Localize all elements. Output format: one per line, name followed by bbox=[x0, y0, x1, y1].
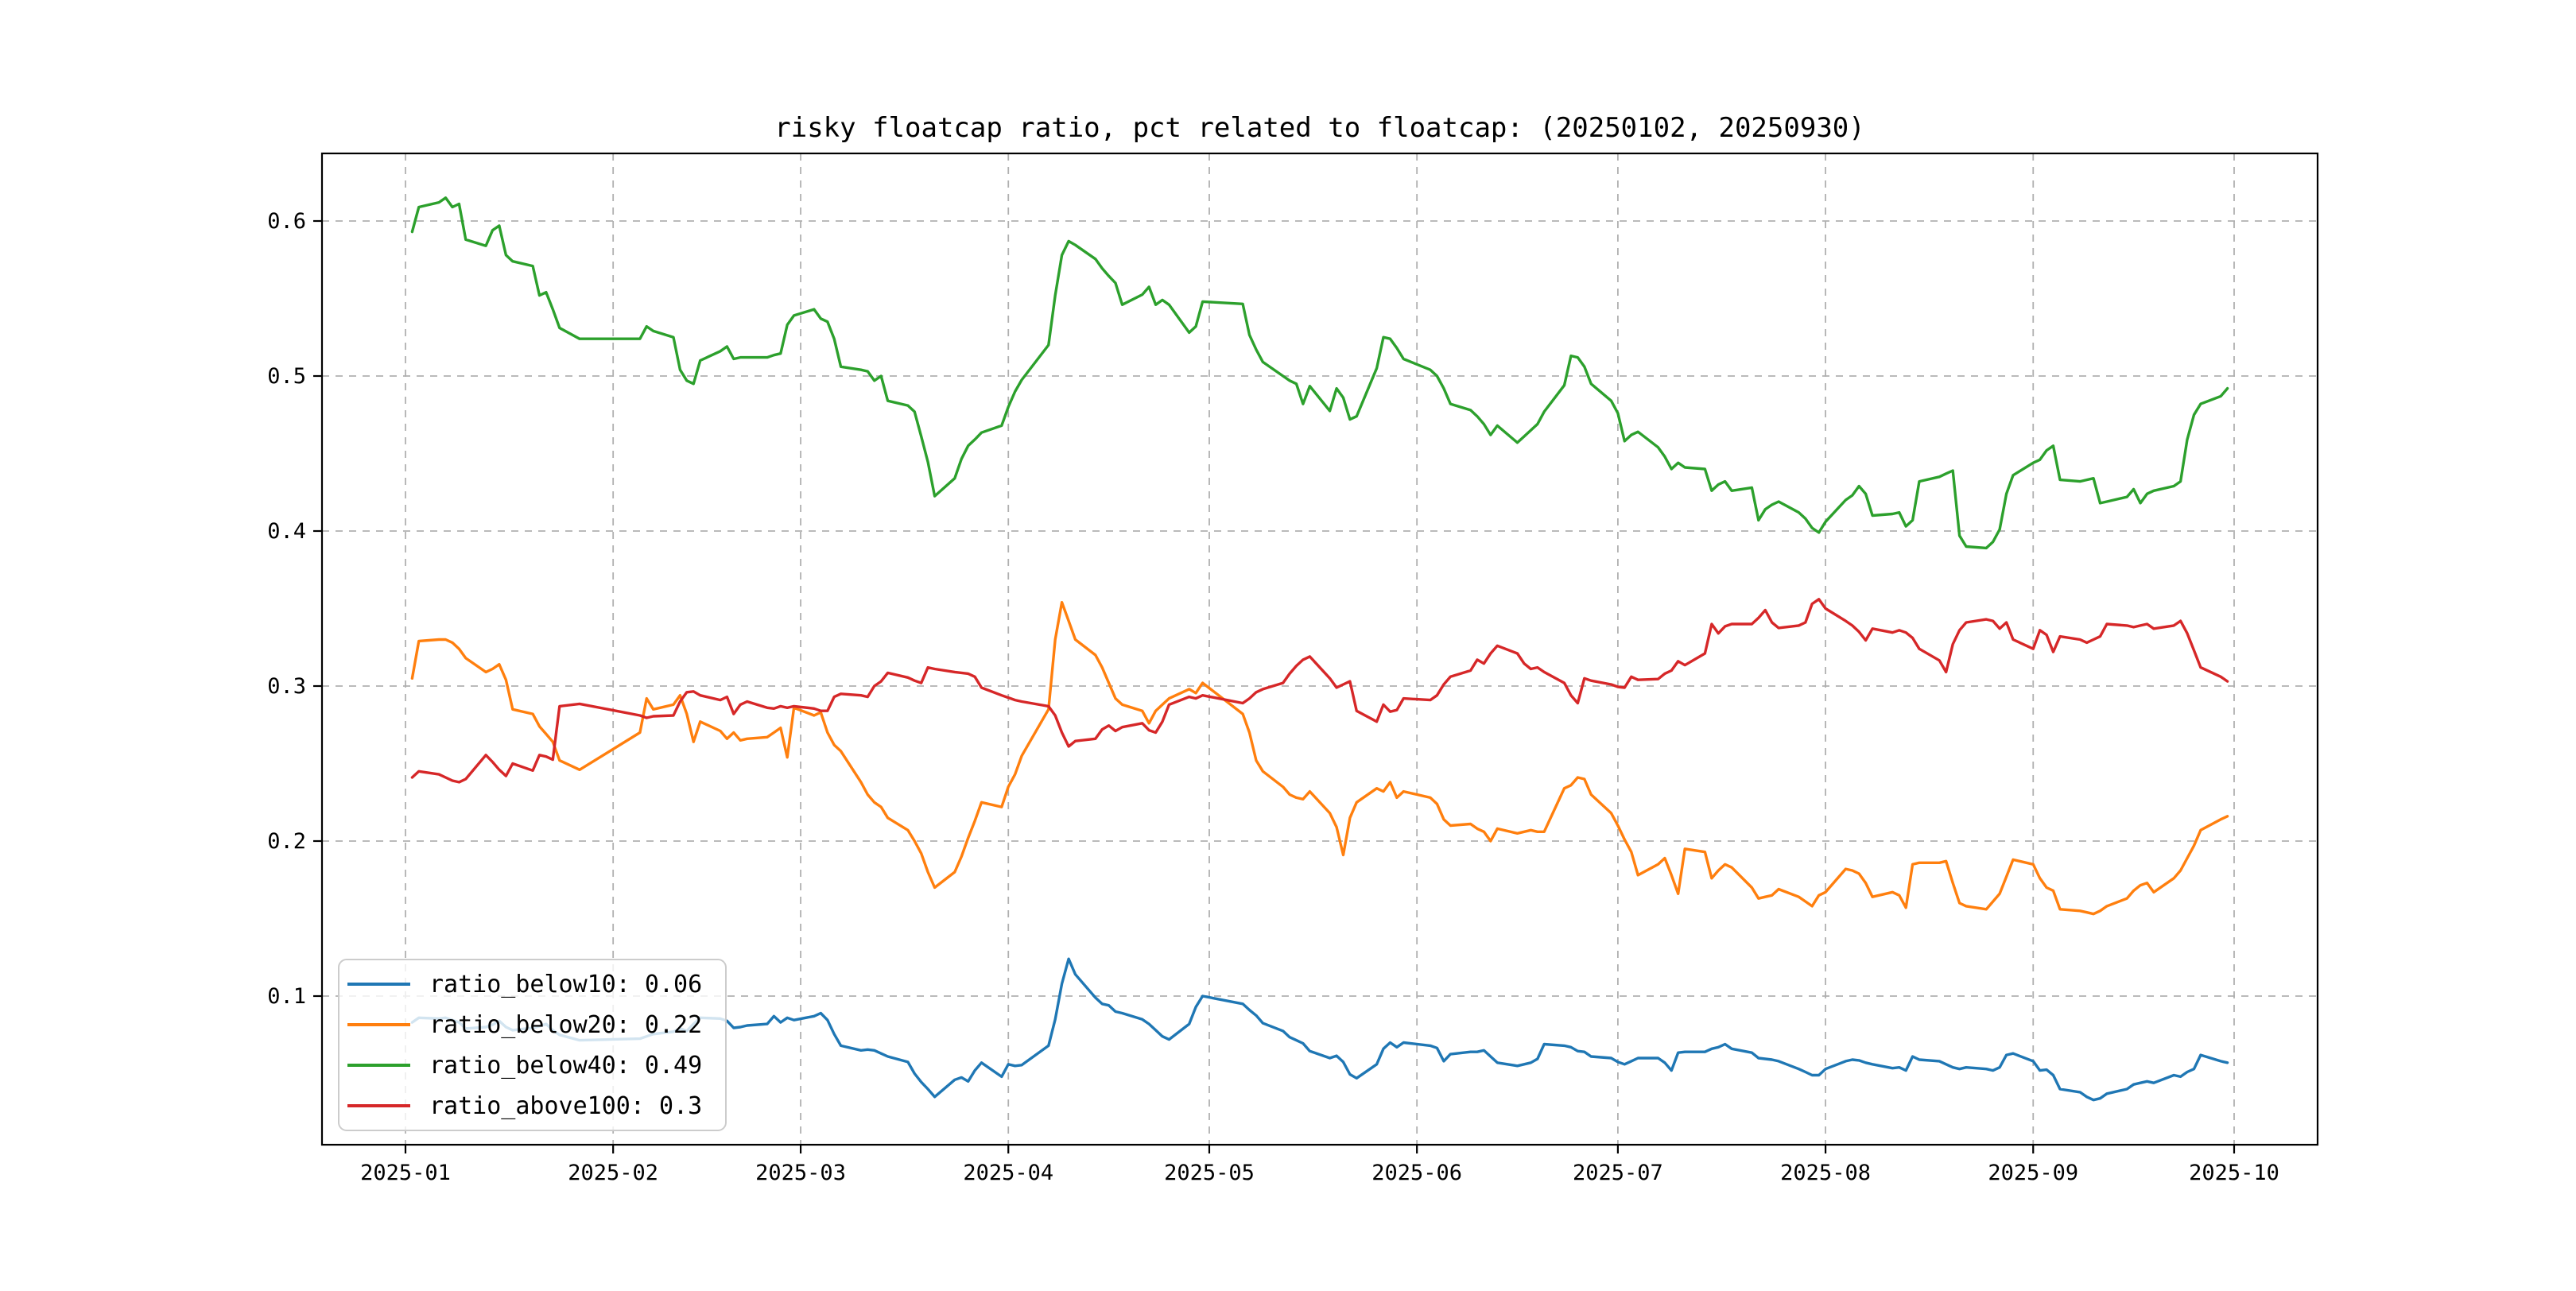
tick-label-layer: 2025-01 2025-02 2025-03 2025-04 2025-05 2025-… bbox=[267, 209, 2279, 1185]
x-tick-label: 2025-10 bbox=[2189, 1161, 2279, 1185]
y-tick-label: 0.2 bbox=[267, 829, 306, 854]
series-line-ratio_below10 bbox=[410, 957, 2229, 1102]
legend-box bbox=[338, 959, 727, 1131]
x-tick-label: 2025-02 bbox=[568, 1161, 658, 1185]
x-tick-label: 2025-05 bbox=[1164, 1161, 1255, 1185]
x-tick-label: 2025-01 bbox=[360, 1161, 451, 1185]
series-line-ratio_above100 bbox=[410, 598, 2229, 784]
legend-label-ratio-below40: ratio_below40: 0.49 bbox=[429, 1052, 702, 1080]
x-tick-label: 2025-03 bbox=[755, 1161, 846, 1185]
x-tick-label: 2025-06 bbox=[1371, 1161, 1462, 1185]
axes-layer bbox=[313, 152, 2319, 1153]
y-tick-label: 0.5 bbox=[267, 364, 306, 389]
x-tick-label: 2025-07 bbox=[1573, 1161, 1663, 1185]
plot-border bbox=[320, 152, 2319, 1146]
y-tick-label: 0.1 bbox=[267, 984, 306, 1009]
x-tick-label: 2025-04 bbox=[963, 1161, 1053, 1185]
series-line-ratio_below40 bbox=[410, 196, 2229, 550]
legend: ratio_below10: 0.06 ratio_below20: 0.22 … bbox=[338, 959, 727, 1131]
series-layer bbox=[410, 196, 2229, 1102]
legend-label-ratio-below20: ratio_below20: 0.22 bbox=[429, 1011, 702, 1039]
legend-label-ratio-above100: ratio_above100: 0.3 bbox=[429, 1092, 702, 1120]
x-tick-label: 2025-09 bbox=[1988, 1161, 2078, 1185]
y-tick-label: 0.3 bbox=[267, 674, 306, 699]
legend-label-ratio-below10: ratio_below10: 0.06 bbox=[429, 971, 702, 998]
chart-title: risky floatcap ratio, pct related to flo… bbox=[774, 112, 1864, 144]
y-tick-label: 0.4 bbox=[267, 519, 306, 544]
series-line-ratio_below20 bbox=[410, 601, 2229, 916]
y-tick-label: 0.6 bbox=[267, 209, 306, 234]
x-tick-label: 2025-08 bbox=[1780, 1161, 1871, 1185]
